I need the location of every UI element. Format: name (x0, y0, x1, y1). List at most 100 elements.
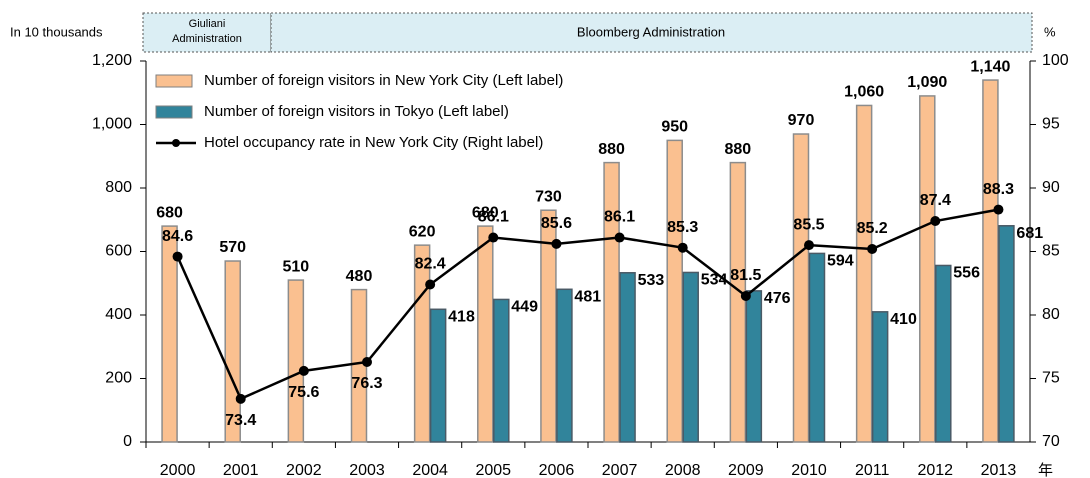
data-label: 620 (409, 223, 436, 240)
point (551, 238, 562, 249)
data-label: 84.6 (162, 228, 193, 245)
data-label: 82.4 (415, 256, 446, 273)
line (176, 208, 999, 401)
y-tick-label: 400 (105, 306, 132, 323)
y-tick-label: 1,000 (92, 116, 132, 133)
legend-swatch (172, 139, 180, 147)
point (488, 232, 499, 243)
x-axis-label: 年 (1038, 462, 1053, 478)
data-label: 76.3 (351, 375, 382, 392)
bar (682, 271, 699, 443)
data-label: 481 (574, 289, 601, 306)
point (425, 279, 436, 290)
data-label: 449 (511, 299, 538, 316)
bar (745, 290, 763, 443)
data-label: 730 (535, 188, 562, 205)
data-label: 480 (346, 268, 373, 285)
data-label: 880 (598, 141, 625, 158)
y-axis-label: In 10 thousands (10, 24, 103, 39)
data-label: 510 (283, 258, 310, 275)
point (677, 242, 688, 253)
bar (619, 272, 636, 443)
point (614, 232, 625, 243)
point (804, 240, 814, 251)
legend-swatch (155, 74, 193, 88)
legend-label: Number of foreign visitors in Tokyo (Lef… (204, 103, 509, 120)
data-label: 88.3 (983, 181, 1014, 198)
legend-swatch (155, 105, 193, 119)
data-label: 87.4 (920, 192, 951, 209)
bar (477, 225, 494, 443)
bar (287, 279, 305, 443)
point (867, 243, 878, 254)
y2-tick-label: 90 (1042, 179, 1060, 196)
point (172, 251, 183, 262)
point (235, 393, 246, 404)
bar (982, 79, 999, 443)
bar (808, 252, 826, 443)
data-label: 533 (638, 272, 665, 289)
x-tick-label: 2013 (981, 462, 1017, 478)
y2-tick-label: 100 (1042, 52, 1069, 69)
data-label: 73.4 (225, 412, 256, 429)
header: Bloomberg Administration (577, 24, 725, 39)
data-label: 970 (788, 112, 815, 129)
point (993, 204, 1004, 215)
point (930, 216, 941, 227)
x-tick-label: 2006 (539, 462, 575, 478)
data-label: 570 (219, 239, 246, 256)
legend-label: Number of foreign visitors in New York C… (204, 72, 563, 89)
x-tick-label: 2005 (475, 462, 511, 478)
data-label: 418 (448, 309, 475, 326)
data-label: 410 (890, 311, 917, 328)
x-tick-label: 2002 (286, 462, 322, 478)
bar (556, 288, 573, 443)
point (298, 365, 309, 376)
data-label: 1,140 (970, 58, 1010, 75)
x-tick-label: 2012 (917, 462, 953, 478)
bar (413, 244, 431, 443)
bar (998, 225, 1015, 443)
y-tick-label: 600 (105, 243, 132, 260)
data-label: 950 (661, 119, 688, 136)
y-tick-label: 200 (105, 370, 132, 387)
data-label: 1,060 (844, 84, 884, 101)
bar (729, 161, 747, 443)
bar (429, 308, 447, 443)
y2-tick-label: 80 (1042, 306, 1060, 323)
header-box (270, 12, 1033, 53)
bar (161, 225, 178, 443)
data-label: 1,090 (907, 74, 947, 91)
bar (935, 264, 952, 443)
bar (666, 139, 683, 443)
x-tick-label: 2007 (602, 462, 638, 478)
data-label: 594 (827, 253, 854, 270)
x-tick-label: 2011 (855, 462, 890, 478)
data-label: 476 (764, 290, 791, 307)
data-label: 85.3 (667, 219, 698, 236)
y-tick-label: 800 (105, 179, 132, 196)
x-tick-label: 2008 (665, 462, 701, 478)
data-label: 85.5 (793, 216, 824, 233)
data-label: 681 (1016, 225, 1043, 242)
data-label: 85.6 (541, 215, 572, 232)
y-tick-label: 1,200 (92, 52, 132, 69)
data-label: 556 (953, 265, 980, 282)
data-label: 75.6 (288, 384, 319, 401)
point (740, 290, 751, 301)
y2-tick-label: 75 (1042, 370, 1060, 387)
bar (919, 95, 936, 443)
point (362, 356, 372, 367)
bar (855, 104, 873, 443)
x-tick-label: 2010 (791, 462, 827, 478)
header-box (142, 12, 272, 53)
y2-axis-label: % (1044, 24, 1056, 39)
x-tick-label: 2003 (349, 462, 385, 478)
bar (792, 133, 810, 443)
y-tick-label: 0 (123, 433, 132, 450)
y2-tick-label: 70 (1042, 433, 1060, 450)
y2-tick-label: 95 (1042, 116, 1060, 133)
bar (603, 161, 620, 443)
bar (871, 311, 889, 443)
